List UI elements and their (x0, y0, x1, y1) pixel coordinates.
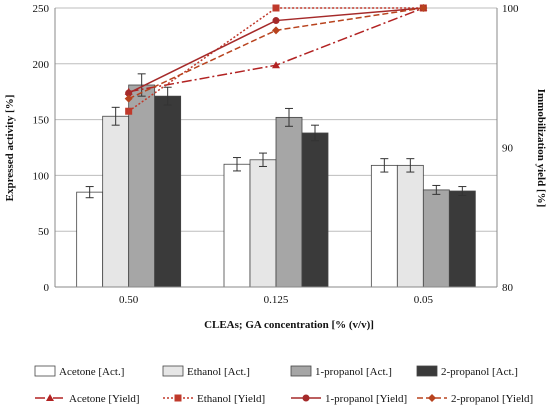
y2-tick-label: 100 (502, 3, 519, 15)
legend-label: Acetone [Act.] (59, 366, 124, 378)
legend-swatch (162, 365, 184, 377)
data-point (419, 4, 428, 12)
legend-label: 1-propanol [Yield] (325, 393, 407, 405)
data-point (125, 107, 133, 115)
legend-marker (302, 394, 310, 402)
bar (154, 95, 182, 288)
x-tick-label: 0.50 (119, 294, 139, 306)
y-axis-title: Expressed activity [%] (4, 95, 16, 202)
bar (301, 132, 329, 288)
data-point (125, 89, 133, 97)
bar (76, 191, 104, 288)
legend-label: 1-propanol [Act.] (315, 366, 392, 378)
y2-tick-label: 80 (502, 282, 514, 294)
legend-swatch (416, 365, 438, 377)
legend-marker (46, 394, 54, 401)
bar (396, 164, 424, 288)
legend-marker (428, 394, 436, 402)
x-axis-title: CLEAs; GA concentration [% (v/v)] (204, 319, 374, 331)
bar (128, 84, 156, 288)
axes-layer: 0 50 100 150 200 250 80 90 100 0.50 0.125 0.05 (33, 3, 520, 306)
bar (370, 164, 398, 288)
y2-tick-label: 90 (502, 143, 514, 155)
lines-layer (124, 4, 428, 115)
y-tick-label: 0 (44, 282, 50, 294)
y-tick-label: 250 (33, 3, 50, 15)
legend-label: 2-propanol [Yield] (451, 393, 533, 405)
legend-label: Ethanol [Yield] (197, 393, 265, 405)
legend-label: Ethanol [Act.] (187, 366, 250, 378)
legend-swatch (34, 365, 56, 377)
bars-layer (76, 73, 476, 288)
y-tick-label: 200 (33, 59, 50, 71)
y2-axis-title: Immobilization yield [%] (535, 89, 547, 208)
bar (275, 116, 303, 288)
legend: Acetone [Act.] Ethanol [Act.] 1-propanol [… (34, 365, 533, 405)
legend-label: Acetone [Yield] (69, 393, 140, 405)
data-point (272, 17, 280, 25)
legend-swatch (290, 365, 312, 377)
y-tick-label: 50 (38, 226, 50, 238)
bar (249, 159, 277, 288)
data-point (272, 61, 280, 69)
legend-marker (174, 394, 182, 402)
y-tick-label: 150 (33, 115, 50, 127)
bar (102, 115, 130, 288)
y-tick-label: 100 (33, 170, 50, 182)
data-point (272, 4, 280, 12)
bar (223, 163, 251, 288)
data-point (124, 94, 133, 103)
x-tick-label: 0.125 (264, 294, 289, 306)
legend-label: 2-propanol [Act.] (441, 366, 518, 378)
bar (448, 190, 476, 288)
x-tick-label: 0.05 (414, 294, 434, 306)
data-point (272, 26, 280, 35)
bar (422, 189, 450, 288)
